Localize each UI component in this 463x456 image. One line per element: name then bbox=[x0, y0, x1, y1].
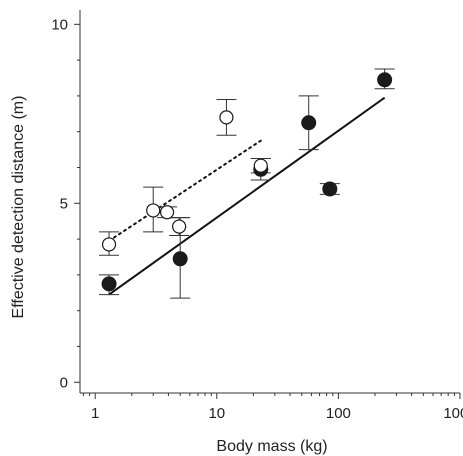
filled-point bbox=[377, 72, 393, 88]
y-tick-label: 5 bbox=[60, 195, 68, 212]
open-point bbox=[219, 110, 234, 125]
axes bbox=[74, 10, 461, 399]
open-point bbox=[101, 237, 117, 252]
y-tick-label: 10 bbox=[51, 16, 68, 33]
open-point bbox=[146, 203, 161, 218]
y-axis-title: Effective detection distance (m) bbox=[10, 96, 27, 319]
open-point bbox=[172, 219, 187, 234]
fit-line-solid bbox=[108, 96, 386, 296]
x-axis-title: Body mass (kg) bbox=[216, 438, 327, 455]
error-bars bbox=[99, 68, 395, 299]
open-point bbox=[253, 158, 268, 173]
filled-point bbox=[301, 115, 317, 131]
x-tick-label: 1 bbox=[91, 405, 99, 422]
x-tick-label: 100 bbox=[326, 405, 351, 422]
y-tick-label: 0 bbox=[60, 374, 68, 391]
fit-line-dotted bbox=[108, 139, 262, 242]
filled-point bbox=[322, 181, 338, 197]
fit-lines bbox=[108, 96, 386, 296]
filled-point bbox=[101, 276, 117, 292]
x-tick-label: 10 bbox=[208, 405, 225, 422]
tick-labels: 0 5 10 1 10 100 1000 bbox=[51, 16, 463, 422]
x-tick-label: 1000 bbox=[443, 405, 463, 422]
filled-point bbox=[172, 251, 188, 267]
open-point bbox=[159, 205, 175, 220]
data-points bbox=[101, 72, 393, 292]
